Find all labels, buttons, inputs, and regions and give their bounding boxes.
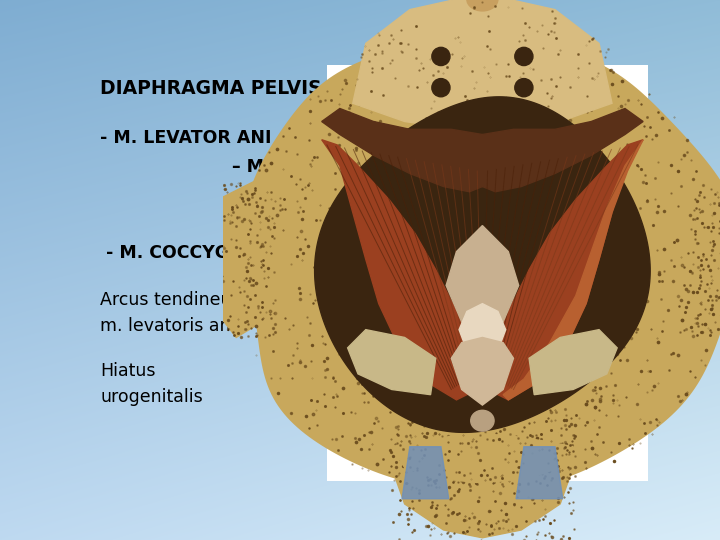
Text: - M. LEVATOR ANI – M. ILIOCOCCYGEUS: - M. LEVATOR ANI – M. ILIOCOCCYGEUS [100,129,480,147]
Polygon shape [322,109,482,192]
Polygon shape [243,38,720,491]
Ellipse shape [467,0,498,11]
Polygon shape [402,447,449,499]
Circle shape [515,78,533,97]
Circle shape [432,48,450,65]
Ellipse shape [471,410,494,431]
Polygon shape [322,140,482,400]
Polygon shape [482,140,643,400]
Polygon shape [459,303,505,358]
Text: urogenitalis: urogenitalis [100,388,203,406]
Text: PROSTATAE, M. PUBOVAGINALIS, M.: PROSTATAE, M. PUBOVAGINALIS, M. [251,185,600,204]
Polygon shape [451,338,513,405]
Polygon shape [503,140,643,400]
Text: - M. COCCYGEUS: - M. COCCYGEUS [100,244,268,261]
Circle shape [432,78,450,97]
Polygon shape [482,109,643,192]
Text: – M. PUBOCOCCYGEUS (M.LEVATOR: – M. PUBOCOCCYGEUS (M.LEVATOR [233,158,575,177]
Polygon shape [315,97,650,433]
FancyBboxPatch shape [327,65,648,481]
Polygon shape [392,400,573,538]
Text: Hiatus: Hiatus [100,362,156,380]
Text: DIAPHRAGMA PELVIS: DIAPHRAGMA PELVIS [100,79,322,98]
Text: Arcus tendineus: Arcus tendineus [100,292,240,309]
Polygon shape [529,329,617,395]
Text: PUBORECTÁLIS: PUBORECTÁLIS [251,212,398,231]
Polygon shape [353,0,612,134]
Circle shape [515,48,533,65]
Polygon shape [516,447,563,499]
Polygon shape [348,329,436,395]
Polygon shape [202,181,275,338]
Text: m. levatoris ani: m. levatoris ani [100,317,235,335]
Polygon shape [690,181,720,338]
Polygon shape [392,434,573,483]
Polygon shape [446,226,518,363]
